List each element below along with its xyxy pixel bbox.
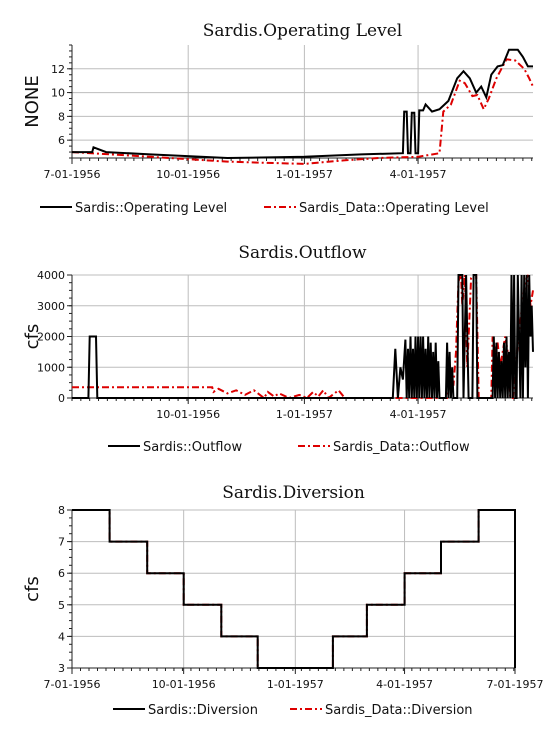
series-line-model — [72, 48, 533, 160]
x-tick-label: 10-01-1956 — [152, 678, 216, 691]
x-tick-label: 4-01-1957 — [390, 408, 447, 421]
legend-label: Sardis_Data::Diversion — [325, 703, 473, 718]
x-tick-label: 1-01-1957 — [276, 168, 333, 181]
y-tick-label: 3000 — [37, 300, 65, 313]
x-tick-label: 7-01-1957 — [487, 678, 544, 691]
y-tick-label: 8 — [58, 110, 65, 123]
y-tick-label: 0 — [58, 392, 65, 405]
chart-panel-diversion: Sardis.Diversion cfs 3 4 5 6 7 8 7-01-1956 10-01-… — [22, 483, 543, 718]
y-tick-label: 2000 — [37, 331, 65, 344]
y-tick-label: 5 — [58, 599, 65, 612]
chart-title: Sardis.Operating Level — [203, 21, 402, 41]
series-line-model — [72, 509, 516, 669]
chart-panel-operating-level: Sardis.Operating Level NONE 6 8 10 12 7-01-195… — [22, 21, 534, 216]
y-tick-label: 7 — [58, 536, 65, 549]
x-tick-label: 7-01-1956 — [44, 168, 101, 181]
y-tick-label: 1000 — [37, 361, 65, 374]
legend-label: Sardis_Data::Operating Level — [299, 201, 489, 216]
y-tick-label: 12 — [51, 63, 65, 76]
legend-label: Sardis_Data::Outflow — [333, 440, 470, 455]
chart-panel-outflow: Sardis.Outflow cfs 0 1000 2000 3000 4000 10-01-… — [22, 243, 534, 455]
x-tick-label: 10-01-1956 — [156, 408, 220, 421]
y-axis-label: NONE — [22, 75, 43, 127]
chart-title: Sardis.Outflow — [238, 243, 367, 263]
y-tick-label: 6 — [58, 567, 65, 580]
series-line-data — [72, 509, 515, 669]
legend-label: Sardis::Operating Level — [75, 201, 227, 216]
x-tick-label: 7-01-1956 — [44, 678, 101, 691]
chart-title: Sardis.Diversion — [222, 483, 365, 503]
legend-label: Sardis::Outflow — [143, 440, 242, 455]
x-tick-label: 4-01-1957 — [376, 678, 433, 691]
y-tick-label: 4 — [58, 630, 65, 643]
x-tick-label: 10-01-1956 — [156, 168, 220, 181]
y-tick-label: 4000 — [37, 269, 65, 282]
series-line-model — [72, 274, 534, 399]
y-axis-label: cfs — [22, 324, 43, 350]
y-tick-label: 10 — [51, 87, 65, 100]
x-tick-label: 4-01-1957 — [390, 168, 447, 181]
x-tick-label: 1-01-1957 — [267, 678, 324, 691]
y-axis-label: cfs — [22, 576, 43, 602]
y-tick-label: 3 — [58, 662, 65, 675]
y-tick-label: 6 — [58, 134, 65, 147]
y-tick-label: 8 — [58, 504, 65, 517]
legend-label: Sardis::Diversion — [148, 703, 258, 718]
series-line-data — [71, 58, 534, 165]
x-tick-label: 1-01-1957 — [276, 408, 333, 421]
